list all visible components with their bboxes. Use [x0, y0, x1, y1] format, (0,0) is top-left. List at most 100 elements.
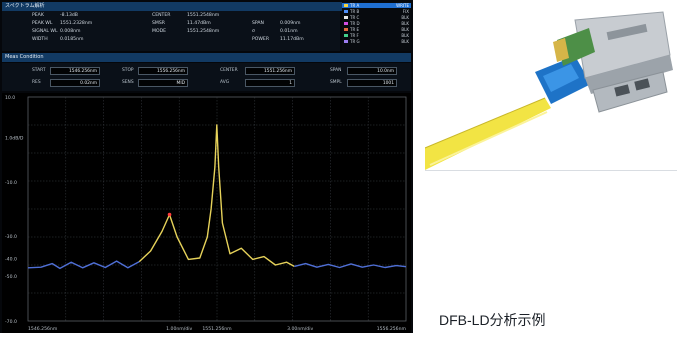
sfp-module-illustration: [419, 0, 677, 170]
x-tick-label: 1556.256nm: [377, 326, 407, 332]
condition-value-field[interactable]: 1: [245, 79, 295, 87]
trace-state: FIX: [402, 9, 409, 14]
condition-label: AVG: [220, 80, 230, 85]
measure-label: SPAN: [252, 21, 264, 26]
trace-list: TR A WRITE TR B FIX TR C BLK TR D BLK TR…: [342, 2, 411, 51]
condition-value-field[interactable]: 10.0nm: [347, 67, 397, 75]
trace-color-swatch: [344, 40, 348, 43]
measure-label: PEAK WL: [32, 21, 53, 26]
measure-value: 11.47dBm: [187, 21, 211, 26]
trace-item[interactable]: TR A WRITE: [342, 3, 411, 8]
spectrum-plot: 10.0 1.0dB/D -10.0 -30.0 -40.0 -50.0 -70.0 1546…: [2, 93, 411, 333]
condition-label: SENS: [122, 80, 134, 85]
measure-value: 11.17dBm: [280, 37, 304, 42]
trace-name: TR F: [350, 33, 359, 38]
yellow-fiber-cable-edge: [419, 97, 546, 151]
trace-item[interactable]: TR E BLK: [342, 27, 411, 32]
trace-item[interactable]: TR D BLK: [342, 21, 411, 26]
spectrum-trace: [294, 262, 407, 269]
measure-label: SIGNAL WL: [32, 29, 58, 34]
condition-value-field[interactable]: MID: [138, 79, 188, 87]
measure-value: 0.009nm: [280, 21, 301, 26]
y-tick-label: -40.0: [5, 256, 17, 262]
osa-screen: スペクトラム解析 PEAK -8.13dB PEAK WL 1551.2328n…: [0, 0, 413, 333]
trace-color-swatch: [344, 16, 348, 19]
condition-label: CENTER: [220, 68, 238, 73]
condition-value-field[interactable]: 1001: [347, 79, 397, 87]
condition-value-field[interactable]: 0.02nm: [50, 79, 100, 87]
condition-label: SPAN: [330, 68, 342, 73]
trace-item[interactable]: TR G BLK: [342, 39, 411, 44]
measure-value: -8.13dB: [60, 13, 78, 18]
condition-label: STOP: [122, 68, 134, 73]
measure-value: 0.0185nm: [60, 37, 84, 42]
x-tick-label: 1546.256nm: [28, 326, 58, 332]
measure-panel: PEAK -8.13dB PEAK WL 1551.2328nm SIGNAL …: [2, 11, 340, 51]
yellow-fiber-cable: [420, 98, 551, 170]
trace-state: BLK: [401, 21, 409, 26]
trace-name: TR A: [350, 3, 360, 8]
trace-color-swatch: [344, 4, 348, 7]
measure-value: 1551.2548nm: [187, 13, 220, 18]
figure-caption: DFB-LD分析示例: [439, 312, 546, 328]
trace-state: WRITE: [396, 3, 409, 8]
measure-value: 0.008nm: [60, 29, 81, 34]
yellow-fiber-highlight: [429, 111, 548, 166]
trace-color-swatch: [344, 34, 348, 37]
measure-label: MODE: [152, 29, 167, 34]
condition-label: SMPL: [330, 80, 342, 85]
trace-state: BLK: [401, 33, 409, 38]
trace-item[interactable]: TR C BLK: [342, 15, 411, 20]
x-tick-label: 1.00nm/div: [166, 326, 192, 332]
trace-color-swatch: [344, 10, 348, 13]
trace-state: BLK: [401, 39, 409, 44]
condition-panel: START 1546.256nm STOP 1556.256nm CENTER …: [2, 63, 411, 91]
sfp-module-side: [585, 55, 673, 94]
measure-label: POWER: [252, 37, 270, 42]
blue-connector-highlight: [543, 64, 579, 92]
condition-value-field[interactable]: 1551.256nm: [245, 67, 295, 75]
trace-item[interactable]: TR B FIX: [342, 9, 411, 14]
measure-label: PEAK: [32, 13, 44, 18]
trace-color-swatch: [344, 28, 348, 31]
trace-name: TR B: [350, 9, 360, 14]
trace-state: BLK: [401, 15, 409, 20]
optical-port: [634, 78, 651, 91]
product-photo: [419, 0, 677, 170]
gold-contacts: [553, 38, 569, 62]
measure-value: 1551.2328nm: [60, 21, 93, 26]
trace-name: TR G: [350, 39, 360, 44]
measure-value: 1551.2548nm: [187, 29, 220, 34]
photo-divider: [425, 170, 677, 171]
trace-item[interactable]: TR F BLK: [342, 33, 411, 38]
optical-port: [614, 84, 631, 97]
y-tick-label: -10.0: [5, 180, 17, 186]
measure-label: σ: [252, 29, 255, 34]
condition-label: START: [32, 68, 46, 73]
trace-name: TR D: [350, 21, 360, 26]
condition-title: Meas Condition: [5, 54, 44, 60]
trace-name: TR E: [350, 27, 360, 32]
sfp-latch: [606, 23, 648, 41]
condition-value-field[interactable]: 1556.256nm: [138, 67, 188, 75]
peak-marker: [167, 212, 172, 217]
trace-color-swatch: [344, 22, 348, 25]
measure-label: SMSR: [152, 21, 165, 26]
spectrum-chart: 10.0 1.0dB/D -10.0 -30.0 -40.0 -50.0 -70.0 1546…: [5, 95, 407, 332]
condition-label: RES: [32, 80, 41, 85]
y-tick-label: 1.0dB/D: [5, 135, 24, 141]
y-tick-label: 10.0: [5, 95, 15, 101]
y-tick-label: -30.0: [5, 234, 17, 240]
x-tick-label: 3.00nm/div: [287, 326, 313, 332]
condition-value-field[interactable]: 1546.256nm: [50, 67, 100, 75]
x-tick-label: 1551.256nm: [202, 326, 232, 332]
measure-label: CENTER: [152, 13, 171, 18]
measure-value: 0.01nm: [280, 29, 298, 34]
spectrum-trace: [27, 260, 140, 270]
trace-name: TR C: [350, 15, 360, 20]
measure-panel-header: スペクトラム解析: [2, 2, 411, 11]
condition-panel-header: Meas Condition: [2, 53, 411, 62]
y-tick-label: -70.0: [5, 319, 17, 325]
spectrum-trace: [138, 124, 295, 268]
trace-state: BLK: [401, 27, 409, 32]
